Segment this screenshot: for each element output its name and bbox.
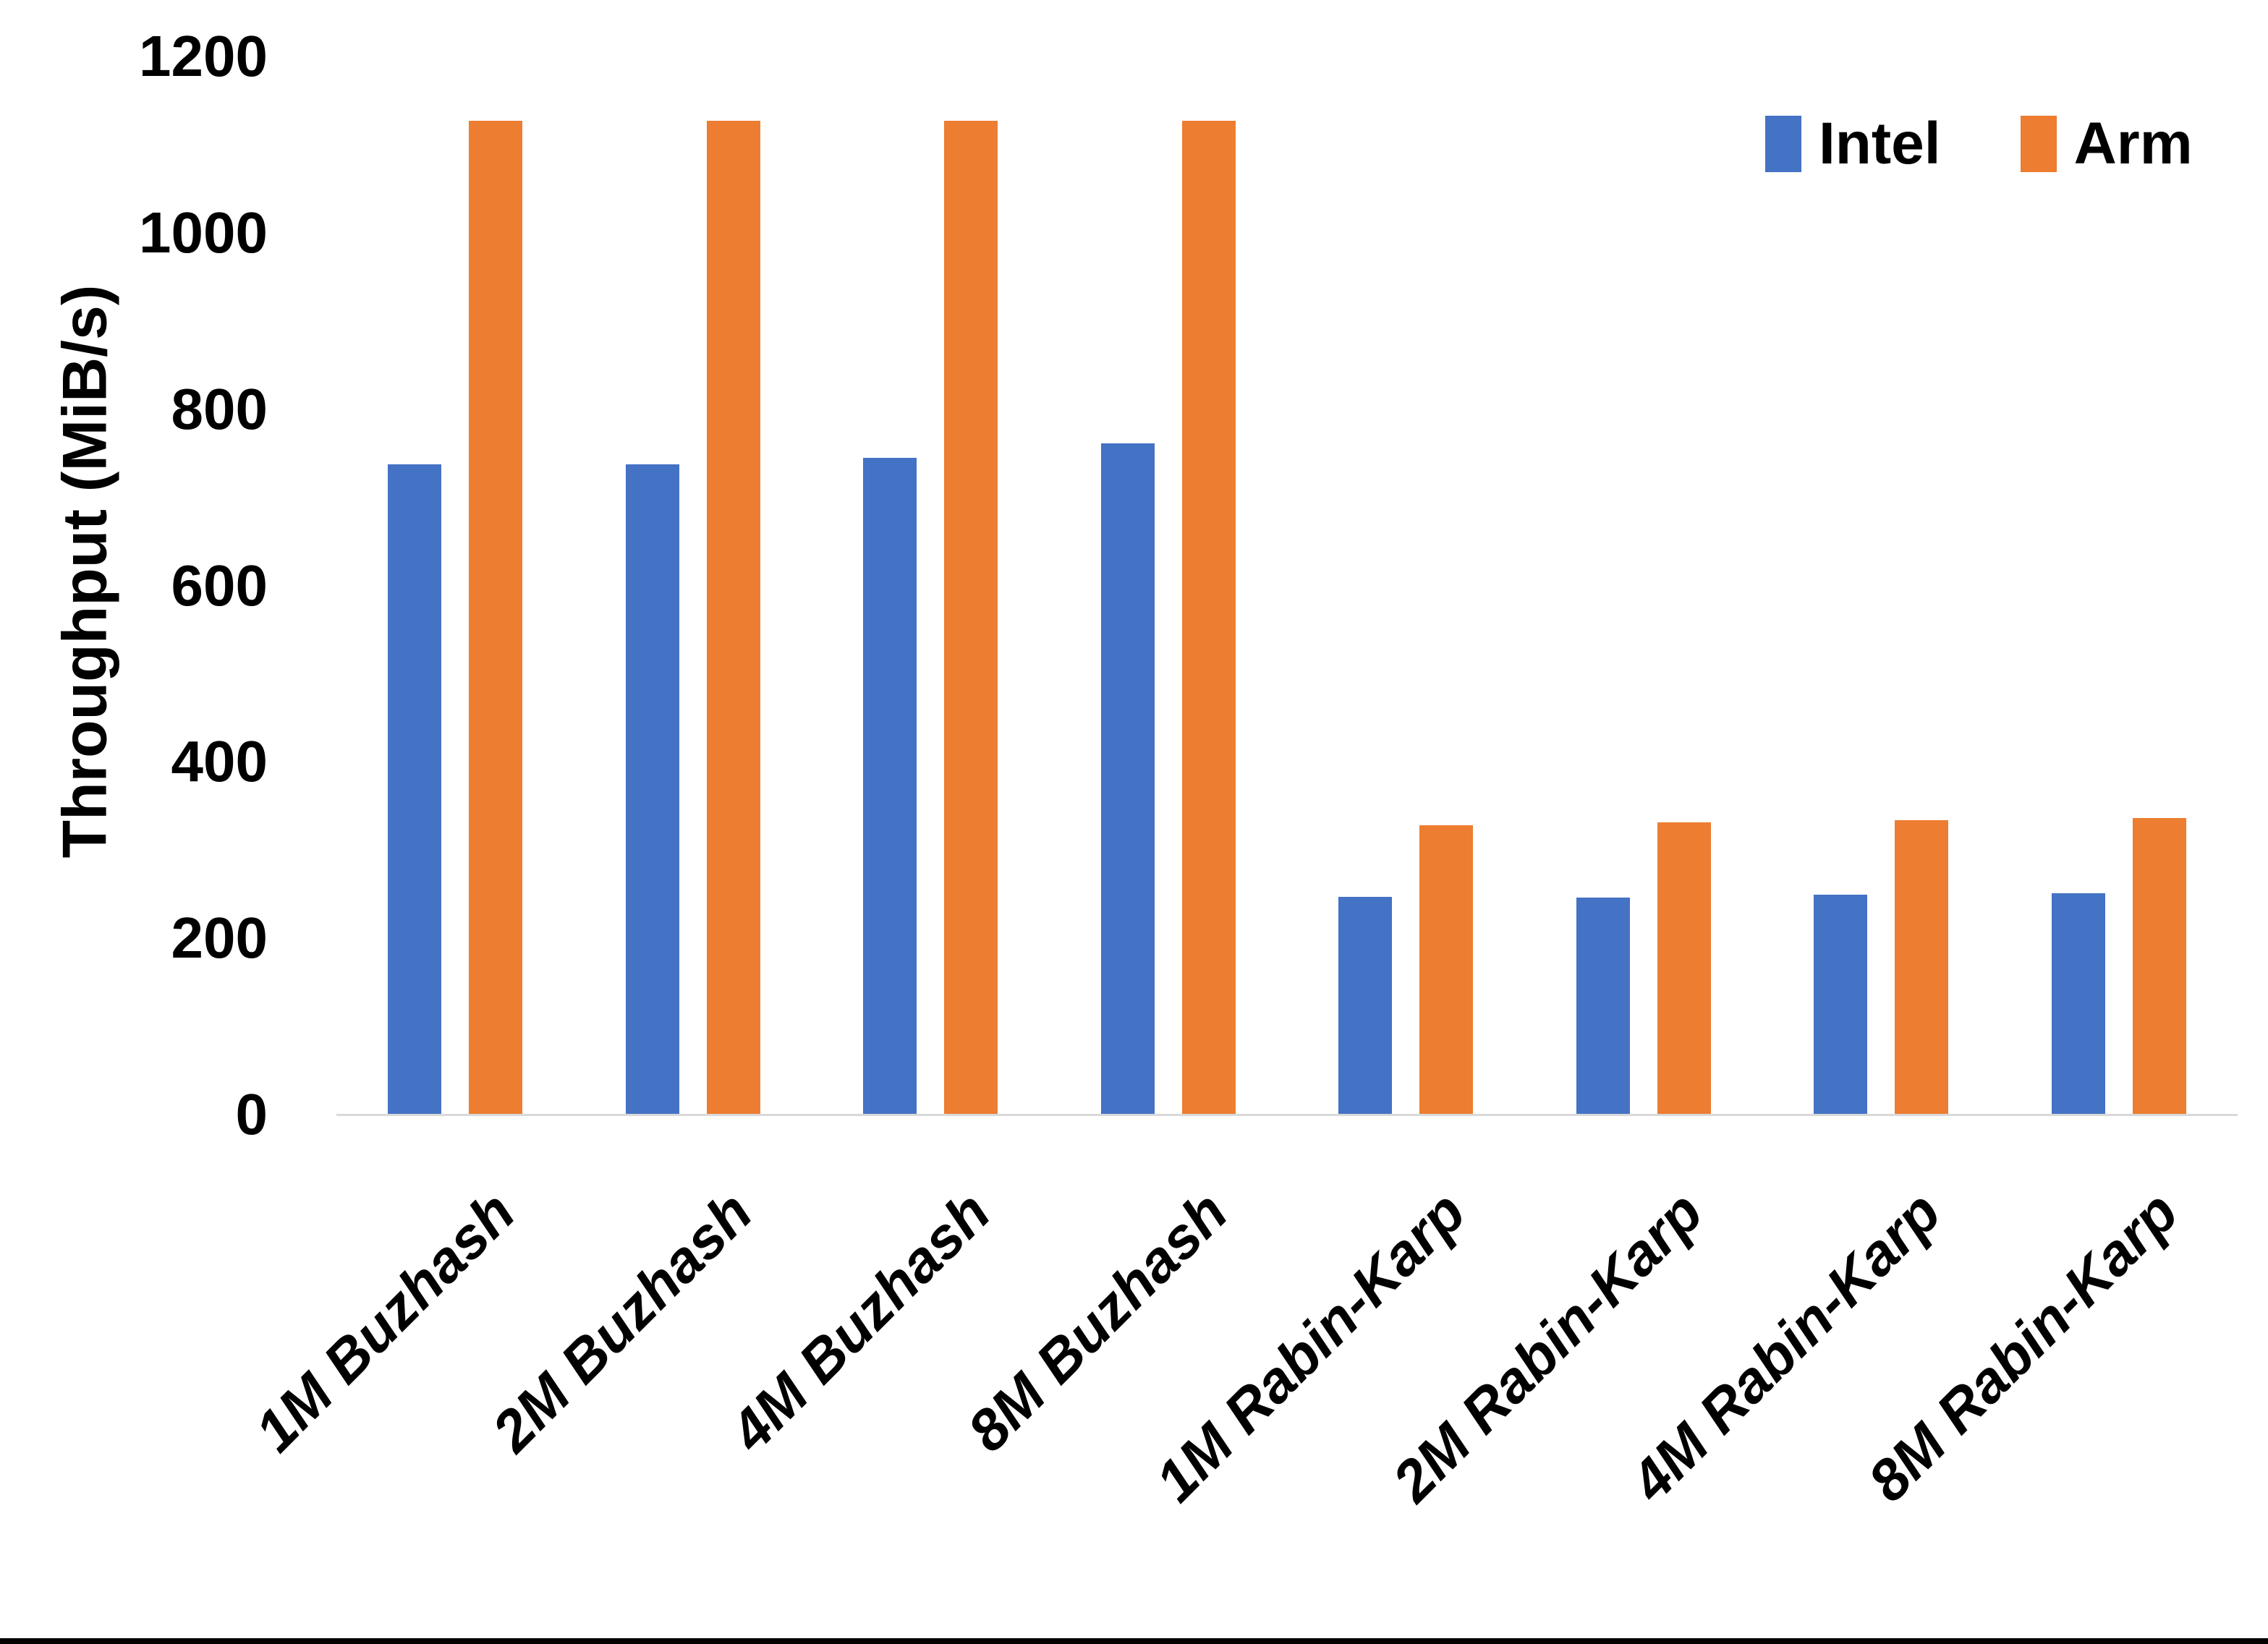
bar-arm-2m-buzhash (706, 120, 760, 1115)
y-tick-800: 800 (171, 376, 268, 441)
bar-intel-2m-rabin-karp (1576, 898, 1630, 1115)
y-tick-200: 200 (171, 906, 268, 971)
legend-item-arm: Arm (2020, 111, 2193, 176)
bar-arm-4m-buzhash (944, 120, 998, 1115)
y-tick-0: 0 (235, 1082, 268, 1146)
y-tick-600: 600 (171, 553, 268, 618)
y-tick-1000: 1000 (139, 200, 268, 265)
bar-arm-4m-rabin-karp (1895, 819, 1949, 1115)
bottom-window-border (0, 1638, 2268, 1644)
bar-arm-1m-buzhash (469, 120, 523, 1115)
bar-intel-4m-buzhash (863, 457, 917, 1115)
bar-intel-2m-buzhash (625, 464, 679, 1115)
arm-series-swatch-icon (2020, 116, 2057, 172)
bar-arm-2m-rabin-karp (1657, 822, 1711, 1115)
bar-arm-1m-rabin-karp (1419, 825, 1474, 1115)
legend-item-intel: Intel (1765, 114, 1941, 174)
bar-intel-8m-buzhash (1100, 443, 1155, 1115)
bar-intel-4m-rabin-karp (1814, 895, 1868, 1115)
bar-arm-8m-rabin-karp (2132, 818, 2186, 1115)
y-tick-400: 400 (171, 729, 268, 794)
intel-series-swatch-icon (1765, 116, 1801, 172)
legend-label-arm: Arm (2073, 111, 2193, 176)
x-axis-line (336, 1114, 2238, 1116)
legend-label-intel: Intel (1819, 111, 1941, 176)
legend: Intel Arm (1765, 114, 2193, 174)
bar-intel-8m-rabin-karp (2051, 893, 2105, 1115)
y-tick-1200: 1200 (139, 24, 268, 88)
bar-intel-1m-rabin-karp (1338, 896, 1393, 1115)
bar-intel-1m-buzhash (388, 464, 442, 1115)
bar-arm-8m-buzhash (1181, 120, 1236, 1115)
